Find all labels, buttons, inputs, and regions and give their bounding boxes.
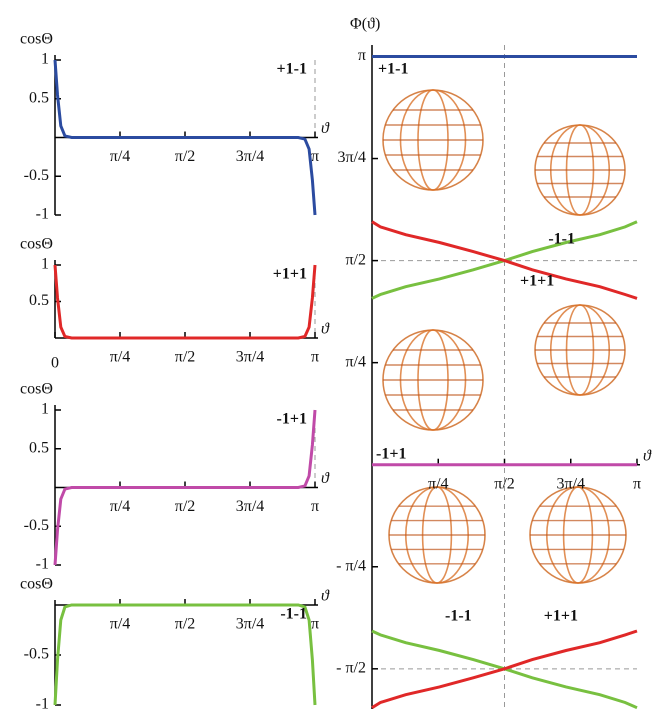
x-tick-label: π/4 bbox=[110, 498, 131, 515]
y-tick-label: -1 bbox=[36, 556, 49, 573]
y-tick-label: -1 bbox=[36, 696, 49, 713]
y-axis-label: cosΘ bbox=[20, 576, 53, 593]
x-tick-label: π bbox=[311, 148, 319, 165]
series-line bbox=[53, 59, 317, 216]
y-tick-label: - π/2 bbox=[336, 659, 366, 676]
series-label: -1-1 bbox=[445, 608, 472, 625]
series-label: -1-1 bbox=[280, 606, 307, 623]
x-tick-label: 3π/4 bbox=[236, 349, 265, 366]
series-label: +1+1 bbox=[544, 608, 578, 625]
y-tick-label: 0.5 bbox=[29, 292, 49, 309]
x-tick-label: π/4 bbox=[110, 349, 131, 366]
y-tick-label: -1 bbox=[36, 206, 49, 223]
x-tick-label: π bbox=[633, 475, 641, 492]
x-tick-label: 3π/4 bbox=[236, 148, 265, 165]
y-tick-label: 1 bbox=[41, 51, 49, 68]
series-label: +1+1 bbox=[520, 273, 554, 290]
y-tick-label: π/4 bbox=[345, 353, 366, 370]
series-line bbox=[371, 220, 638, 300]
y-tick-label: π/2 bbox=[345, 251, 366, 268]
series-line bbox=[53, 603, 317, 706]
sphere-icon bbox=[382, 329, 484, 431]
series-line bbox=[53, 409, 317, 566]
x-tick-label: π bbox=[311, 616, 319, 633]
y-tick-label: -0.5 bbox=[24, 646, 49, 663]
x-axis-label: ϑ bbox=[643, 447, 652, 464]
y-axis-label: cosΘ bbox=[20, 31, 53, 48]
y-axis-label: cosΘ bbox=[20, 236, 53, 253]
y-tick-label: -0.5 bbox=[24, 167, 49, 184]
sphere-icon bbox=[534, 304, 626, 396]
x-tick-label: 3π/4 bbox=[236, 498, 265, 515]
x-tick-label: π/2 bbox=[175, 616, 196, 633]
x-tick-label: 3π/4 bbox=[556, 475, 585, 492]
x-tick-label: π/2 bbox=[175, 498, 196, 515]
x-tick-label: π/4 bbox=[110, 616, 131, 633]
x-tick-label: π bbox=[311, 349, 319, 366]
sphere-icon bbox=[534, 124, 626, 216]
series-label: -1-1 bbox=[548, 231, 575, 248]
x-tick-label: π bbox=[311, 498, 319, 515]
x-tick-label: π/2 bbox=[494, 475, 515, 492]
x-tick-label: 3π/4 bbox=[236, 616, 265, 633]
series-label: +1-1 bbox=[277, 61, 307, 78]
x-tick-label: 0 bbox=[51, 355, 59, 372]
x-tick-label: π/4 bbox=[428, 475, 449, 492]
series-line bbox=[371, 629, 638, 709]
x-axis-label: ϑ bbox=[321, 588, 330, 605]
sphere-icon bbox=[529, 486, 627, 584]
sphere-icon bbox=[388, 486, 486, 584]
y-tick-label: -0.5 bbox=[24, 517, 49, 534]
y-tick-label: π bbox=[358, 47, 366, 64]
series-label: +1+1 bbox=[273, 266, 307, 283]
y-axis-label: cosΘ bbox=[20, 381, 53, 398]
y-tick-label: 0.5 bbox=[29, 89, 49, 106]
y-axis-label: Φ(ϑ) bbox=[350, 16, 380, 33]
y-tick-label: 1 bbox=[41, 401, 49, 418]
sphere-icon bbox=[382, 89, 484, 191]
y-tick-label: 1 bbox=[41, 256, 49, 273]
y-tick-label: - π/4 bbox=[336, 557, 366, 574]
x-axis-label: ϑ bbox=[321, 321, 330, 338]
x-axis-label: ϑ bbox=[321, 120, 330, 137]
x-tick-label: π/4 bbox=[110, 148, 131, 165]
x-tick-label: π/2 bbox=[175, 148, 196, 165]
y-tick-label: 0.5 bbox=[29, 439, 49, 456]
series-label: -1+1 bbox=[376, 446, 406, 463]
x-axis-label: ϑ bbox=[321, 470, 330, 487]
series-label: +1-1 bbox=[378, 61, 408, 78]
series-line bbox=[53, 264, 317, 340]
y-tick-label: 3π/4 bbox=[337, 149, 366, 166]
x-tick-label: π/2 bbox=[175, 349, 196, 366]
series-label: -1+1 bbox=[277, 411, 307, 428]
